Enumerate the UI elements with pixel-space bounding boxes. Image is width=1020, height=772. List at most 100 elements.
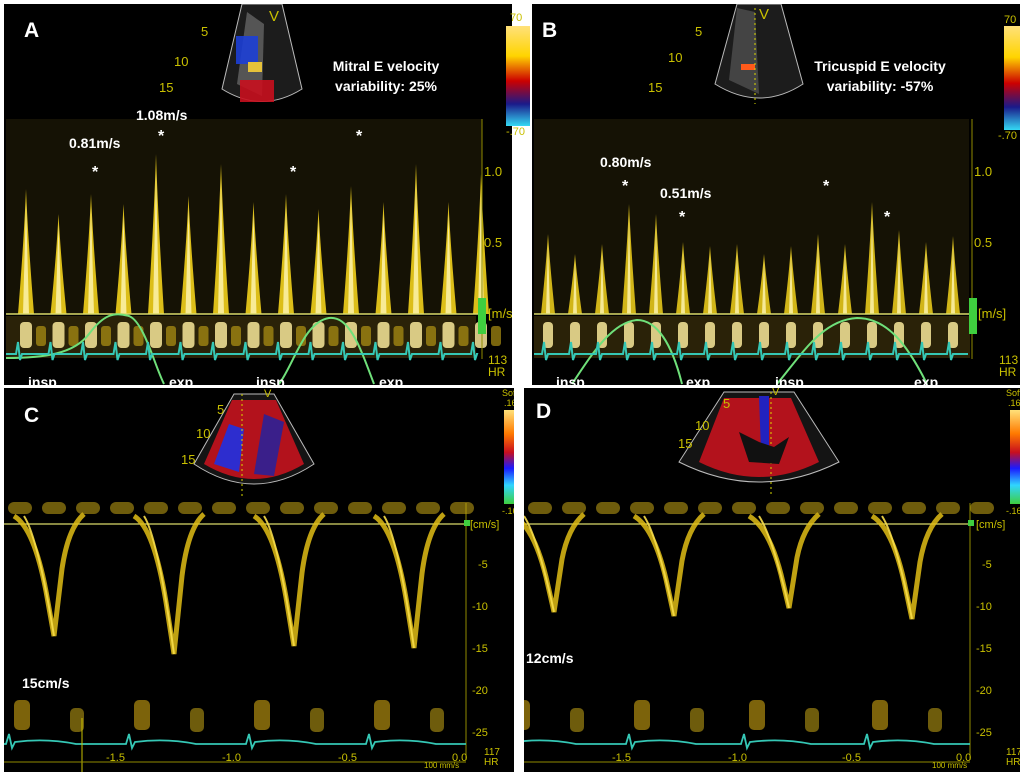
panel-d-tissue-doppler <box>524 502 994 732</box>
panel-a-note-line-2: variability: 25% <box>335 78 437 94</box>
panel-c-hr-value: 117 <box>484 747 500 758</box>
panel-b-lower-band <box>543 322 958 348</box>
panel-d-time-1.0: -1.0 <box>728 752 747 764</box>
panel-d-axis-25: -25 <box>976 727 992 739</box>
panel-c-hr: 117 HR <box>484 748 500 768</box>
panel-b-variability-note: Tricuspid E velocity variability: -57% <box>795 56 965 96</box>
panel-c-tissue-doppler <box>8 502 474 732</box>
panel-d-depth-5: 5 <box>723 396 731 411</box>
panel-b-graphics <box>534 4 977 385</box>
panel-b-phase-insp-1: insp <box>556 374 585 385</box>
panel-a-phase-exp-2: exp <box>379 374 404 385</box>
panel-d-hr-value: 117 <box>1006 747 1020 758</box>
panel-c-speed: 100 mm/s <box>424 761 460 770</box>
panel-b-scale-bottom: -.70 <box>998 130 1017 142</box>
panel-c-axis-15: -15 <box>472 643 488 655</box>
panel-c-graphics <box>4 393 474 772</box>
panel-c-depth-10: 10 <box>196 426 211 441</box>
panel-a-scale-top: 70 <box>510 12 523 24</box>
panel-c-scale-top: .16 <box>504 398 514 408</box>
panel-c-time-1.5: -1.5 <box>106 752 125 764</box>
panel-b-star-3: * <box>823 178 830 195</box>
panel-a-variability-note: Mitral E velocity variability: 25% <box>306 56 466 96</box>
panel-a-velocity-low: 0.81m/s <box>69 135 121 151</box>
panel-b-velocity-low: 0.51m/s <box>660 185 712 201</box>
panel-a-velocity-high: 1.08m/s <box>136 107 188 123</box>
panel-c-unit: [cm/s] <box>470 519 500 531</box>
panel-c-letter: C <box>24 404 40 427</box>
panel-b-letter: B <box>542 19 558 42</box>
panel-b-star-4: * <box>884 209 891 226</box>
panel-c-axis-20: -20 <box>472 685 488 697</box>
panel-d-axis-20: -20 <box>976 685 992 697</box>
panel-b-depth-15: 15 <box>648 80 663 95</box>
panel-d-time-0.0: 0.0 <box>956 752 972 764</box>
panel-a-depth-5: 5 <box>201 24 209 39</box>
panel-b-star-1: * <box>622 178 629 195</box>
panel-c-probe: V <box>264 388 272 400</box>
panel-a-probe: V <box>269 8 280 25</box>
panel-d-speed: 100 mm/s <box>932 761 968 770</box>
panel-b-note-line-2: variability: -57% <box>826 78 934 94</box>
panel-a-scale-bottom: -.70 <box>506 126 525 138</box>
panel-a-depth-15: 15 <box>159 80 174 95</box>
panel-b-velocity-high: 0.80m/s <box>600 154 652 170</box>
panel-d: D 12cm/s [cm/s] -5 -10 -15 -20 -25 -1.5 … <box>524 388 1020 772</box>
panel-b-hr-label: HR <box>999 365 1017 379</box>
panel-d-axis-15: -15 <box>976 643 992 655</box>
panel-b-phase-insp-2: insp <box>775 374 804 385</box>
panel-a-hr: 113 HR <box>488 354 507 378</box>
panel-d-probe: V <box>772 388 780 398</box>
panel-a-star-4: * <box>356 128 363 145</box>
panel-a-depth-10: 10 <box>174 54 189 69</box>
panel-a-hr-label: HR <box>488 365 506 379</box>
panel-c-color-scale <box>504 410 514 504</box>
panel-b-probe: V <box>759 6 770 23</box>
panel-a-star-2: * <box>158 128 165 145</box>
panel-d-axis-10: -10 <box>976 601 992 613</box>
panel-b-axis-1.0: 1.0 <box>974 164 993 179</box>
panel-a-star-1: * <box>92 164 99 181</box>
panel-d-hr: 117 HR <box>1006 748 1020 768</box>
panel-b-star-2: * <box>679 209 686 226</box>
panel-d-hr-label: HR <box>1006 757 1020 768</box>
panel-c-time-0.0: 0.0 <box>452 752 468 764</box>
panel-b-depth-5: 5 <box>695 24 703 39</box>
panel-b-hr: 113 HR <box>999 354 1018 378</box>
panel-d-scale-label: Soft <box>1006 388 1020 398</box>
panel-b-phase-exp-1: exp <box>686 374 711 385</box>
panel-c-time-1.0: -1.0 <box>222 752 241 764</box>
panel-b-depth-10: 10 <box>668 50 683 65</box>
panel-b-phase-exp-2: exp <box>914 374 939 385</box>
panel-a-star-3: * <box>290 164 297 181</box>
panel-a-hr-value: 113 <box>488 353 508 367</box>
panel-c: C 15cm/s [cm/s] -5 -10 -15 -20 -25 -1.5 … <box>4 388 514 772</box>
panel-a-doppler-peaks <box>18 154 489 314</box>
panel-d-depth-15: 15 <box>678 436 693 451</box>
panel-d-letter: D <box>536 400 552 423</box>
panel-d-graphics <box>524 391 994 763</box>
panel-b: B Tricuspid E velocity variability: -57%… <box>532 4 1020 385</box>
panel-b-note-line-1: Tricuspid E velocity <box>814 58 946 74</box>
panel-a-color-scale <box>506 26 530 126</box>
panel-c-velocity: 15cm/s <box>22 675 70 691</box>
panel-a-phase-insp-1: insp <box>28 374 57 385</box>
panel-c-scale-label: Soft <box>502 388 514 398</box>
panel-a-phase-exp-1: exp <box>169 374 194 385</box>
panel-a-phase-insp-2: insp <box>256 374 285 385</box>
panel-b-unit: [m/s] <box>978 306 1007 321</box>
panel-a: A Mitral E velocity variability: 25% 1.0… <box>4 4 512 385</box>
panel-d-scale-bottom: -.16 <box>1006 506 1020 516</box>
panel-b-hr-value: 113 <box>999 353 1019 367</box>
panel-d-unit: [cm/s] <box>976 519 1006 531</box>
panel-c-axis-5: -5 <box>478 559 488 571</box>
panel-c-axis-10: -10 <box>472 601 488 613</box>
panel-a-axis-0.5: 0.5 <box>484 235 503 250</box>
panel-a-letter: A <box>24 19 40 42</box>
panel-a-note-line-1: Mitral E velocity <box>332 58 440 74</box>
panel-c-scale-bottom: -.16 <box>502 506 514 516</box>
panel-d-scale-top: .16 <box>1008 398 1020 408</box>
panel-c-hr-label: HR <box>484 757 499 768</box>
panel-c-depth-15: 15 <box>181 452 196 467</box>
panel-b-axis-0.5: 0.5 <box>974 235 993 250</box>
